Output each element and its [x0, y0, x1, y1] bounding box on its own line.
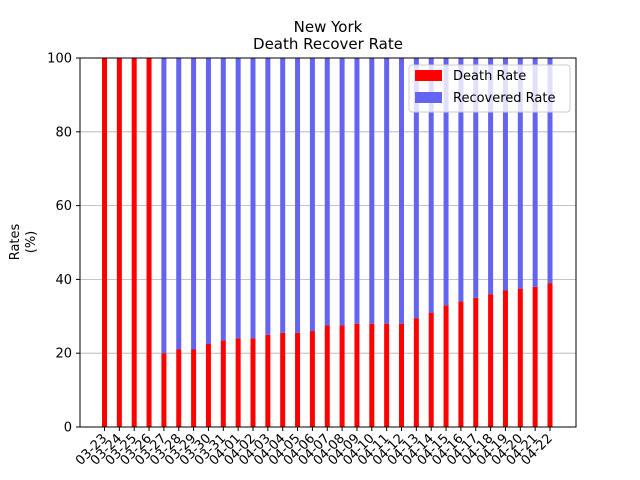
bar-recovered-rate: [295, 58, 301, 333]
bar-recovered-rate: [220, 58, 226, 341]
bar-recovered-rate: [384, 58, 390, 324]
bar-death-rate: [146, 58, 152, 427]
bar-death-rate: [384, 323, 390, 427]
bar-recovered-rate: [473, 58, 479, 298]
bar-death-rate: [176, 349, 182, 427]
bar-recovered-rate: [517, 58, 523, 289]
y-tick-label: 0: [64, 421, 72, 436]
legend-swatch-recovered-rate: [415, 92, 442, 103]
y-axis-label-text: Rates: [8, 223, 23, 260]
bar-death-rate: [235, 338, 241, 427]
y-axis-label-unit: (%): [24, 231, 39, 254]
bar-recovered-rate: [339, 58, 345, 326]
x-axis-ticks: 03-2303-2403-2503-2603-2703-2803-2903-30…: [73, 427, 556, 469]
bar-recovered-rate: [280, 58, 286, 333]
bar-death-rate: [339, 325, 345, 427]
bar-death-rate: [295, 332, 301, 427]
bars: [102, 58, 553, 427]
bar-recovered-rate: [369, 58, 375, 324]
bar-recovered-rate: [488, 58, 494, 295]
bar-death-rate: [309, 331, 315, 427]
bar-death-rate: [369, 323, 375, 427]
bar-death-rate: [280, 332, 286, 427]
bar-death-rate: [413, 318, 419, 427]
bar-death-rate: [354, 323, 360, 427]
bar-death-rate: [443, 305, 449, 427]
bar-death-rate: [399, 323, 404, 427]
bar-recovered-rate: [502, 58, 508, 291]
plot-frame: [79, 57, 577, 428]
bar-recovered-rate: [547, 58, 553, 284]
bar-death-rate: [473, 297, 479, 427]
bar-recovered-rate: [458, 58, 464, 302]
y-tick-label: 100: [47, 52, 72, 67]
bar-recovered-rate: [161, 58, 167, 354]
bar-recovered-rate: [413, 58, 419, 319]
y-axis-ticks: 0 20 40 60 80 100: [47, 52, 80, 436]
bar-death-rate: [532, 286, 538, 427]
bar-death-rate: [102, 58, 107, 427]
chart-title: New York: [294, 18, 363, 36]
bar-recovered-rate: [443, 58, 449, 306]
bar-death-rate: [131, 58, 137, 427]
bar-death-rate: [250, 338, 256, 427]
y-tick-label: 40: [55, 273, 72, 288]
bar-death-rate: [502, 290, 508, 427]
bar-death-rate: [191, 349, 197, 427]
bar-recovered-rate: [265, 58, 271, 335]
y-tick-label: 20: [55, 347, 72, 362]
bar-death-rate: [324, 325, 330, 427]
y-tick-label: 80: [55, 125, 72, 140]
bar-recovered-rate: [399, 58, 404, 324]
bar-recovered-rate: [324, 58, 330, 326]
bar-death-rate: [428, 312, 434, 427]
legend-box: [408, 64, 571, 113]
legend: Death Rate Recovered Rate: [408, 64, 571, 113]
bar-death-rate: [265, 334, 271, 427]
bar-recovered-rate: [354, 58, 360, 324]
bar-death-rate: [517, 288, 523, 427]
bar-recovered-rate: [532, 58, 538, 287]
bar-death-rate: [161, 353, 167, 427]
y-tick-label: 60: [55, 199, 72, 214]
bar-recovered-rate: [428, 58, 434, 313]
bar-recovered-rate: [235, 58, 241, 339]
legend-label-recovered-rate: Recovered Rate: [453, 91, 556, 106]
bar-death-rate: [116, 58, 122, 427]
bar-death-rate: [220, 340, 226, 427]
legend-label-death-rate: Death Rate: [453, 69, 526, 84]
chart-subtitle: Death Recover Rate: [253, 35, 403, 53]
bar-recovered-rate: [309, 58, 315, 332]
legend-swatch-death-rate: [415, 70, 442, 81]
bar-death-rate: [458, 301, 464, 427]
bar-recovered-rate: [205, 58, 211, 344]
bar-death-rate: [547, 283, 553, 427]
y-axis-label: Rates (%): [8, 223, 39, 260]
bar-recovered-rate: [250, 58, 256, 339]
bar-recovered-rate: [176, 58, 182, 350]
bar-death-rate: [488, 294, 494, 427]
bar-death-rate: [205, 343, 211, 427]
bar-recovered-rate: [191, 58, 197, 350]
